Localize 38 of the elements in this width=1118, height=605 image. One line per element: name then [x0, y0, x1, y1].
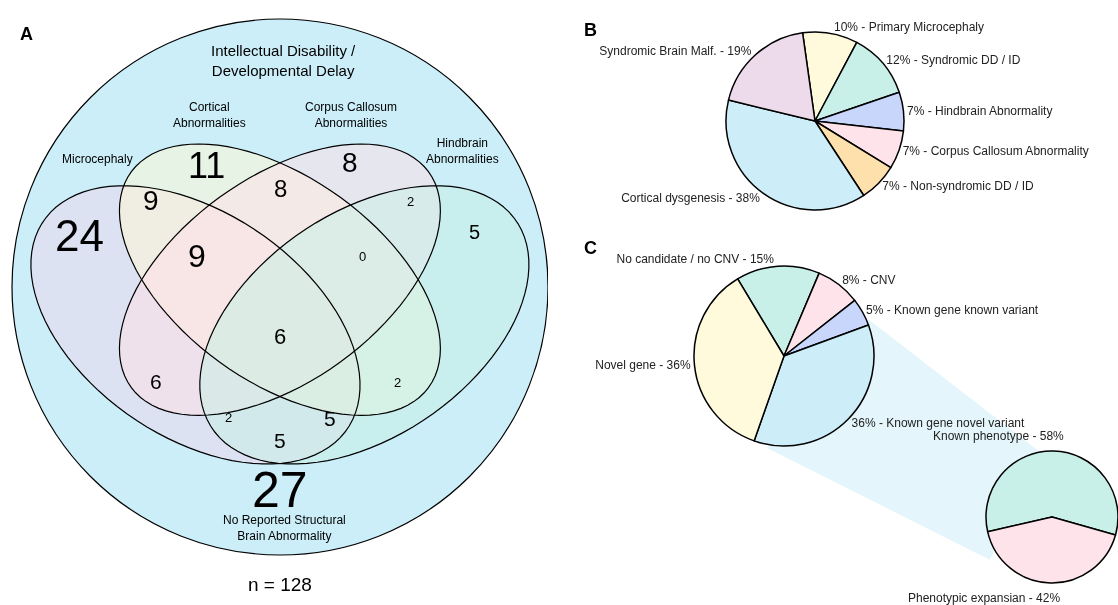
- text: Microcephaly: [62, 152, 133, 166]
- slice-label: 36% - Known gene novel variant: [851, 415, 1026, 430]
- slice-label: 8% - CNV: [842, 273, 896, 288]
- text: 5: [469, 221, 481, 243]
- slice-label: 12% - Syndromic DD / ID: [886, 53, 1021, 68]
- slice-label: 10% - Primary Microcephaly: [833, 19, 984, 34]
- text: A: [20, 24, 33, 44]
- text: 6: [150, 370, 162, 393]
- text: 2: [225, 410, 233, 425]
- slice-label: 7% - Hindbrain Abnormality: [906, 104, 1053, 119]
- slice-label: Known phenotype - 58%: [933, 429, 1065, 443]
- text: 2: [407, 194, 415, 209]
- slice-label: 7% - Corpus Callosum Abnormality: [902, 143, 1089, 158]
- text: 8: [342, 147, 358, 178]
- text: 9: [188, 238, 206, 274]
- text: Corpus Callosum Abnormalities: [305, 100, 398, 130]
- slice-label: Syndromic Brain Malf. - 19%: [599, 44, 752, 59]
- text: 5: [274, 429, 286, 452]
- text: Cortical Abnormalities: [173, 100, 246, 130]
- text: 6: [274, 324, 287, 349]
- text: Hindbrain Abnormalities: [426, 136, 499, 166]
- slice-label: 7% - Non-syndromic DD / ID: [882, 179, 1034, 194]
- slice-label: Phenotypic expansian - 42%: [908, 591, 1061, 605]
- slice-label: No candidate / no CNV - 15%: [616, 252, 775, 267]
- text: 2: [394, 375, 402, 390]
- text: 9: [143, 185, 159, 216]
- text: Intellectual Disability / Developmental Delay: [211, 42, 357, 79]
- text: 0: [359, 249, 367, 264]
- slice-label: Cortical dysgenesis - 38%: [621, 191, 761, 206]
- text: n = 128: [248, 574, 312, 595]
- text: 24: [55, 211, 104, 260]
- text: 8: [274, 175, 288, 202]
- chart-title: C: [584, 238, 597, 258]
- chart-title: B: [584, 20, 597, 40]
- text: 11: [188, 145, 226, 186]
- slice-label: 5% - Known gene known variant: [866, 303, 1039, 318]
- text: 5: [324, 407, 336, 430]
- slice-label: Novel gene - 36%: [595, 358, 691, 373]
